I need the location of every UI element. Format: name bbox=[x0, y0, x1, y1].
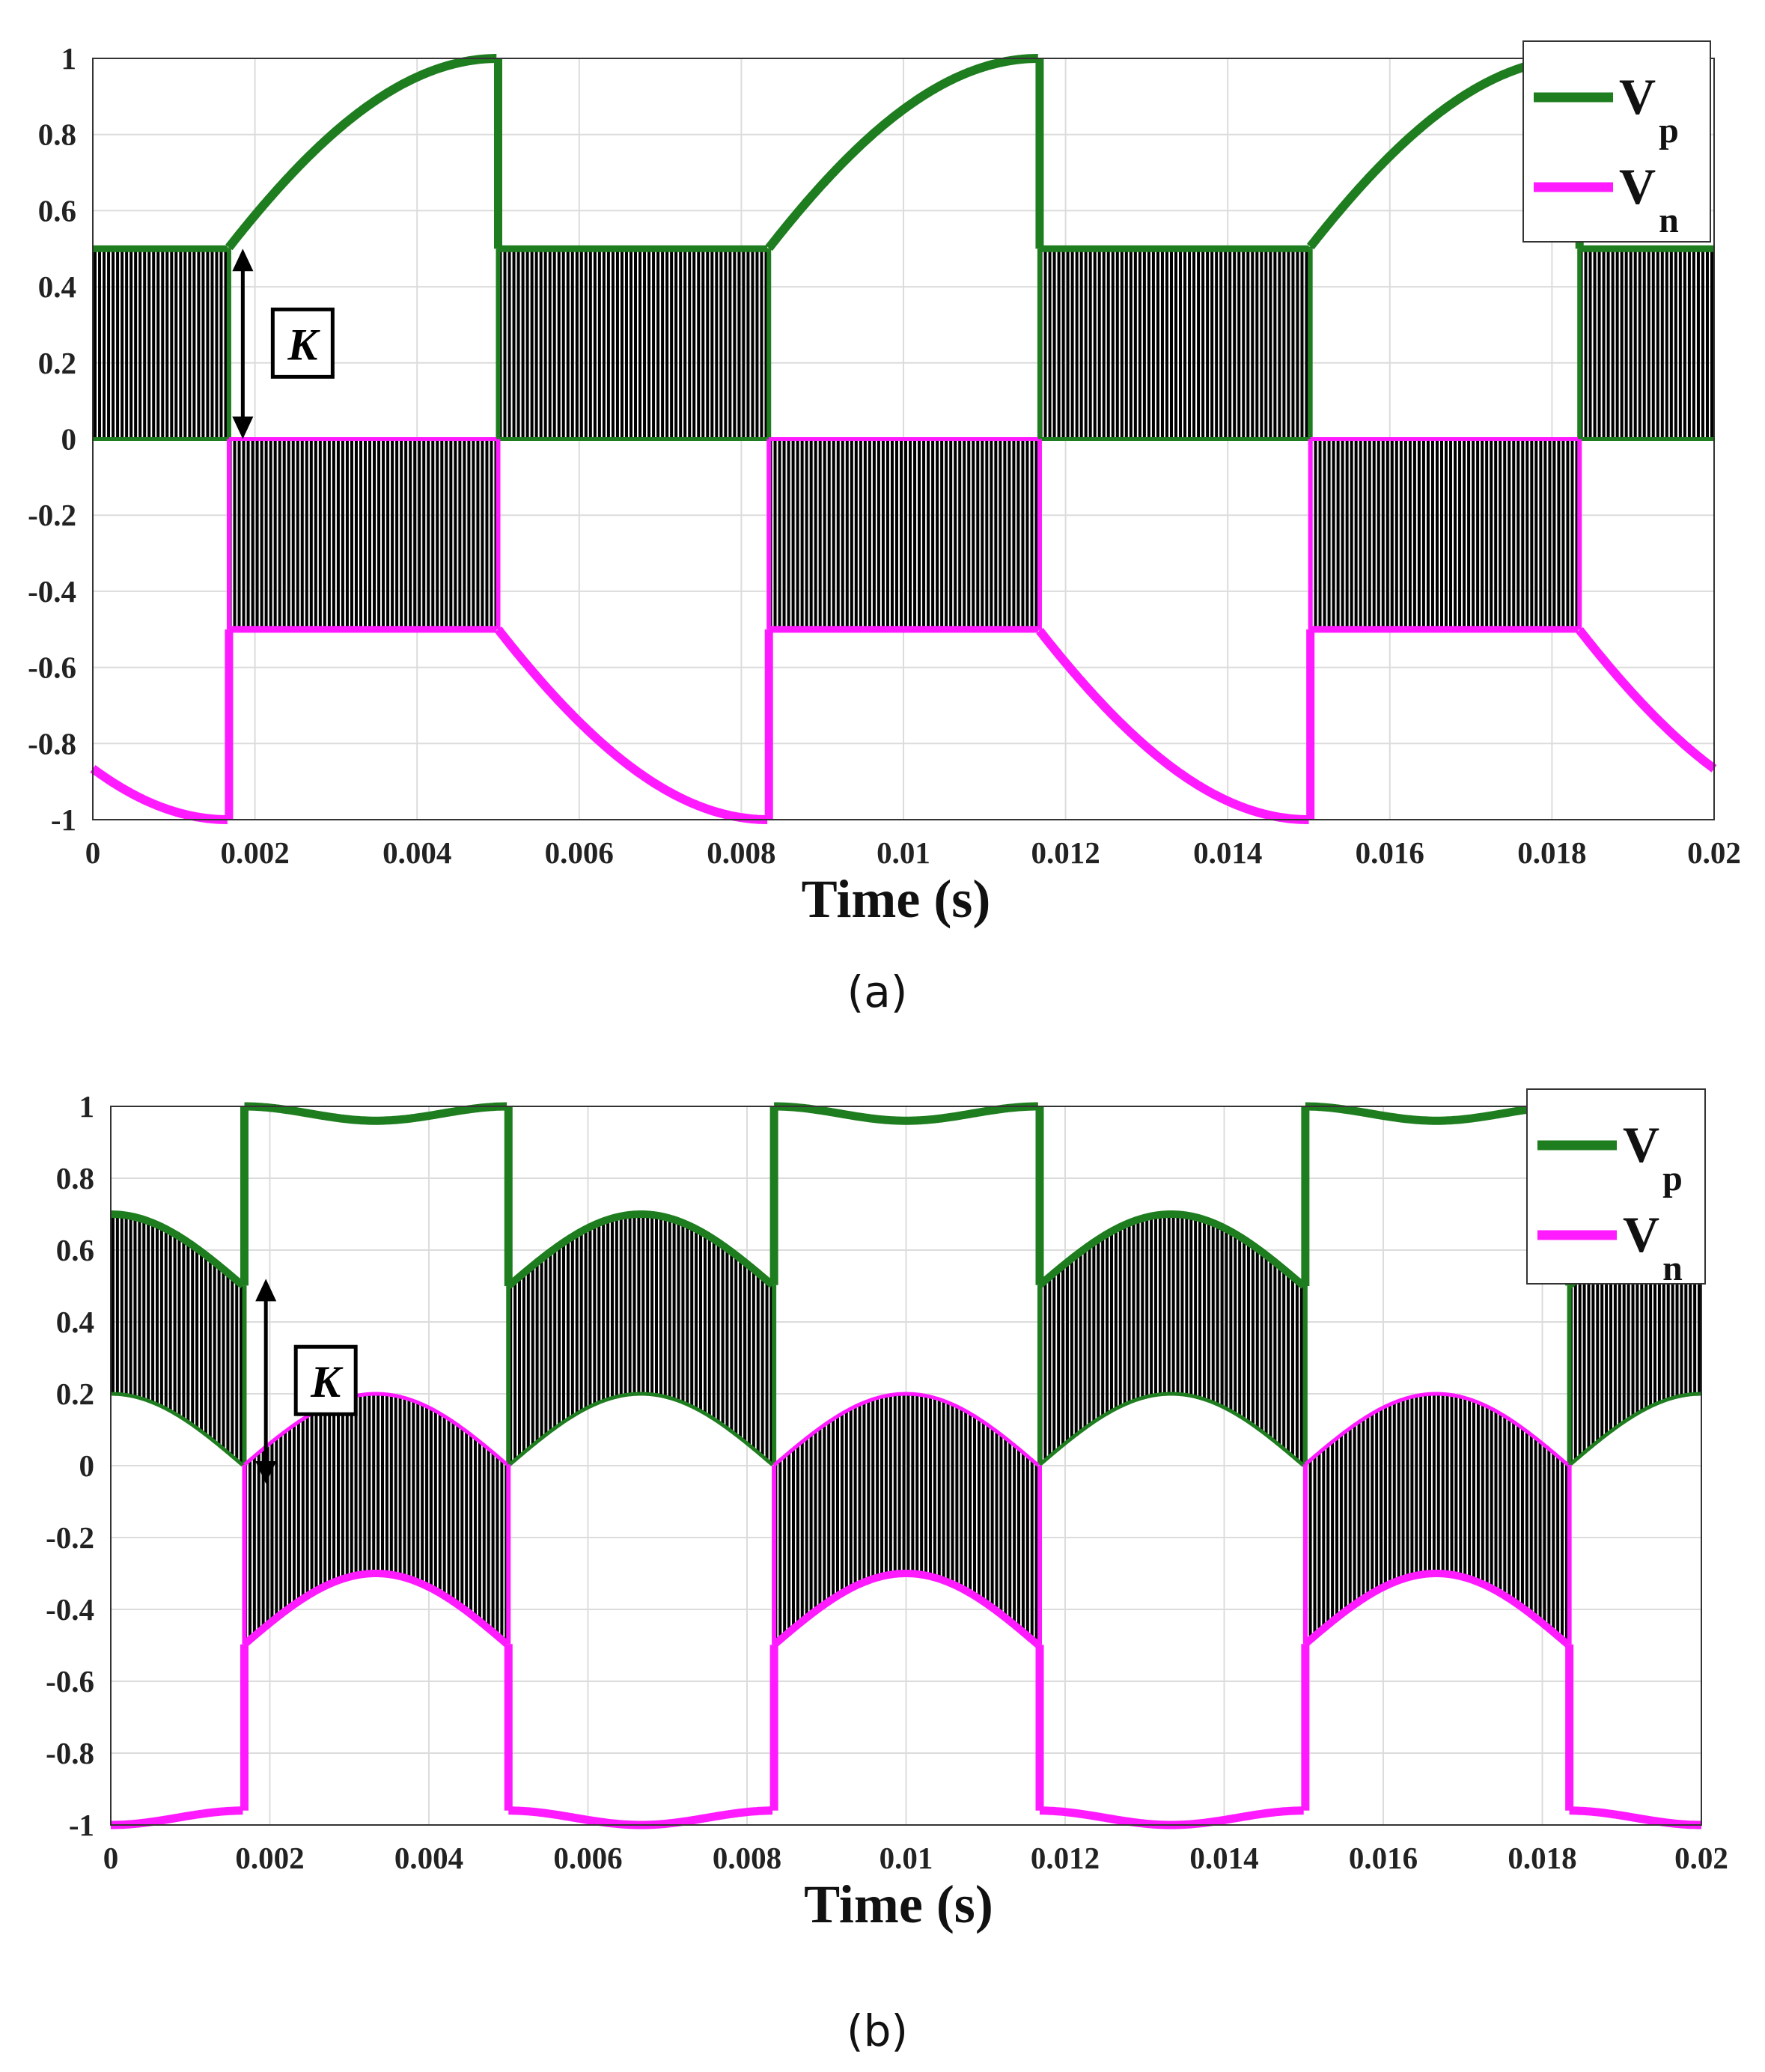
x-tick-label: 0.018 bbox=[1508, 1841, 1576, 1875]
x-tick-label: 0.006 bbox=[553, 1841, 622, 1875]
axes-frame bbox=[110, 1106, 1702, 1826]
x-tick-label: 0.014 bbox=[1189, 1841, 1258, 1875]
k-arrow-head-down bbox=[232, 416, 254, 439]
y-tick-label: 0.6 bbox=[38, 193, 76, 228]
series-envelope bbox=[90, 627, 1717, 824]
x-tick-label: 0.018 bbox=[1517, 835, 1586, 870]
panel-b: 0 0.002 0.004 0.006 0.008 0.01 0.012 0.014 0.016… bbox=[46, 1088, 1728, 2056]
panel-caption: (b) bbox=[847, 2005, 908, 2056]
axes-frame bbox=[92, 58, 1715, 820]
k-annotation: K bbox=[255, 1279, 358, 1484]
x-axis-label: Time (s) bbox=[802, 869, 991, 929]
series-band-edge bbox=[243, 1392, 1570, 1467]
legend-box bbox=[1522, 40, 1711, 243]
x-tick-label: 0.02 bbox=[1674, 1841, 1728, 1875]
panel-caption: (a) bbox=[847, 966, 908, 1017]
y-tick-label: 0 bbox=[61, 422, 77, 457]
k-arrow-head-up bbox=[232, 249, 254, 272]
legend-box bbox=[1526, 1088, 1706, 1285]
x-tick-label: 0.01 bbox=[880, 1841, 933, 1875]
legend-subscript: p bbox=[1659, 111, 1679, 150]
x-tick-label: 0.006 bbox=[545, 835, 614, 870]
y-tick-label: -0.6 bbox=[46, 1664, 94, 1698]
y-tick-label: 0.8 bbox=[56, 1161, 94, 1195]
x-tick-label: 0.014 bbox=[1193, 835, 1262, 870]
legend-subscript: n bbox=[1662, 1249, 1683, 1288]
x-tick-label: 0.008 bbox=[707, 835, 775, 870]
x-tick-label: 0.012 bbox=[1031, 1841, 1100, 1875]
y-tick-label: 0.2 bbox=[38, 346, 76, 380]
x-tick-label: 0.012 bbox=[1031, 835, 1100, 870]
y-tick-label: 0 bbox=[79, 1448, 95, 1483]
legend-subscript: p bbox=[1662, 1159, 1683, 1198]
series-band-edge bbox=[111, 1392, 1701, 1467]
k-arrow-head-down bbox=[255, 1461, 277, 1484]
x-tick-label: 0.01 bbox=[877, 835, 930, 870]
y-tick-label: -0.4 bbox=[28, 574, 76, 609]
x-tick-label: 0 bbox=[103, 1841, 119, 1875]
y-tick-label: -0.6 bbox=[28, 650, 76, 685]
x-tick-label: 0.008 bbox=[713, 1841, 781, 1875]
x-tick-label: 0.004 bbox=[394, 1841, 463, 1875]
x-tick-label: 0.02 bbox=[1687, 835, 1741, 870]
series-Vn bbox=[111, 1392, 1701, 1829]
series-envelope bbox=[244, 1102, 1568, 1125]
x-tick-label: 0 bbox=[85, 835, 101, 870]
panel-a: 0 0.002 0.004 0.006 0.008 0.01 0.012 0.014 0.016… bbox=[28, 40, 1741, 1017]
y-tick-label: 0.8 bbox=[38, 118, 76, 152]
k-label: K bbox=[287, 320, 320, 369]
y-tick-label: -0.2 bbox=[28, 498, 76, 532]
x-tick-label: 0.002 bbox=[220, 835, 289, 870]
tick-labels: 0 0.002 0.004 0.006 0.008 0.01 0.012 0.014 0.016… bbox=[28, 41, 1741, 870]
y-tick-label: 0.2 bbox=[56, 1377, 94, 1411]
y-tick-label: 0.4 bbox=[38, 269, 76, 304]
x-tick-label: 0.016 bbox=[1356, 835, 1424, 870]
x-tick-label: 0.016 bbox=[1349, 1841, 1418, 1875]
series-Vn bbox=[90, 437, 1717, 824]
k-label: K bbox=[310, 1357, 344, 1407]
x-tick-label: 0.004 bbox=[382, 835, 451, 870]
y-tick-label: 1 bbox=[79, 1089, 95, 1124]
series-band-edge bbox=[111, 1210, 1701, 1289]
k-box bbox=[270, 307, 335, 379]
y-tick-label: -1 bbox=[69, 1808, 94, 1842]
y-tick-label: -0.2 bbox=[46, 1520, 94, 1555]
carrier-bars bbox=[94, 249, 1713, 630]
y-tick-label: -0.8 bbox=[28, 726, 76, 761]
y-tick-label: 0.6 bbox=[56, 1233, 94, 1267]
k-annotation: K bbox=[232, 249, 335, 439]
x-tick-label: 0.002 bbox=[235, 1841, 304, 1875]
k-box bbox=[293, 1344, 358, 1416]
carrier-bars bbox=[111, 1214, 1701, 1644]
k-arrow-head-up bbox=[255, 1279, 277, 1302]
tick-labels: 0 0.002 0.004 0.006 0.008 0.01 0.012 0.014 0.016… bbox=[46, 1089, 1728, 1875]
y-tick-label: -1 bbox=[51, 802, 76, 837]
series-Vp bbox=[111, 1102, 1701, 1467]
x-axis-label: Time (s) bbox=[804, 1874, 993, 1934]
y-tick-label: -0.8 bbox=[46, 1736, 94, 1770]
y-tick-label: 1 bbox=[61, 41, 77, 76]
legend-subscript: n bbox=[1659, 201, 1679, 240]
y-tick-label: -0.4 bbox=[46, 1592, 94, 1627]
series-band-edge bbox=[242, 1570, 1570, 1648]
y-tick-label: 0.4 bbox=[56, 1305, 94, 1339]
